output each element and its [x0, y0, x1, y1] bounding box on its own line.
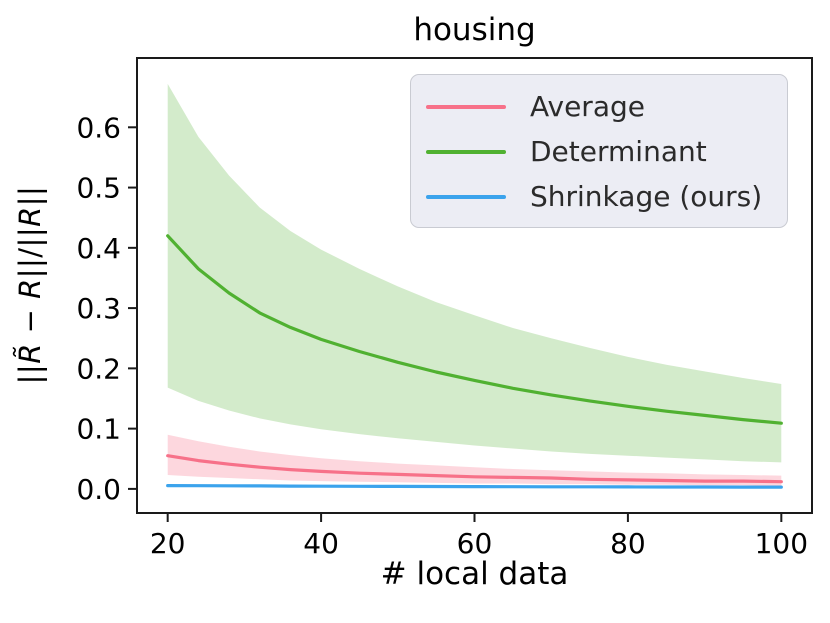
x-tick-label: 40: [303, 527, 339, 560]
y-tick-label: 0.1: [76, 413, 121, 446]
average-line-swatch: [426, 104, 506, 109]
y-axis-label-part: ||: [13, 185, 47, 207]
x-axis-label: # local data: [380, 556, 569, 592]
shrinkage-ours-line: [166, 484, 783, 489]
shrinkage-line-swatch: [426, 194, 506, 199]
determinant-line: [166, 234, 783, 425]
y-tick-label: 0.3: [76, 292, 121, 325]
y-axis-label-part: −: [13, 298, 47, 344]
y-axis-label-part: R: [13, 278, 47, 299]
legend-label-determinant: Determinant: [530, 135, 707, 168]
legend-label-average: Average: [530, 90, 645, 123]
legend-label-shrinkage: Shrinkage (ours): [530, 180, 763, 213]
determinant-line-swatch: [426, 149, 506, 154]
y-tick-label: 0.2: [76, 352, 121, 385]
x-tick-label: 80: [610, 527, 646, 560]
y-tick-label: 0.0: [76, 473, 121, 506]
legend: Average Determinant Shrinkage (ours): [410, 74, 788, 228]
x-tick-label: 100: [755, 527, 808, 560]
plot-border: [136, 57, 813, 514]
average-line: [166, 454, 783, 484]
chart-title: housing: [413, 12, 536, 48]
y-tick-label: 0.5: [76, 172, 121, 205]
legend-item-average: Average: [411, 84, 787, 129]
y-axis-label: ||R̃ − R||/||R||: [8, 125, 52, 445]
y-axis-label-part: ||: [13, 363, 47, 385]
y-tick-label: 0.4: [76, 232, 121, 265]
y-axis-label-part: R: [13, 206, 47, 227]
x-tick-label: 20: [150, 527, 186, 560]
determinant-band: [167, 83, 782, 463]
y-axis-label-part: R̃: [13, 343, 47, 364]
x-tick-label: 60: [457, 527, 493, 560]
legend-item-determinant: Determinant: [411, 129, 787, 174]
average-band: [167, 434, 782, 486]
legend-item-shrinkage: Shrinkage (ours): [411, 174, 787, 219]
y-tick-label: 0.6: [76, 111, 121, 144]
y-axis-label-part: ||/||: [13, 226, 47, 279]
